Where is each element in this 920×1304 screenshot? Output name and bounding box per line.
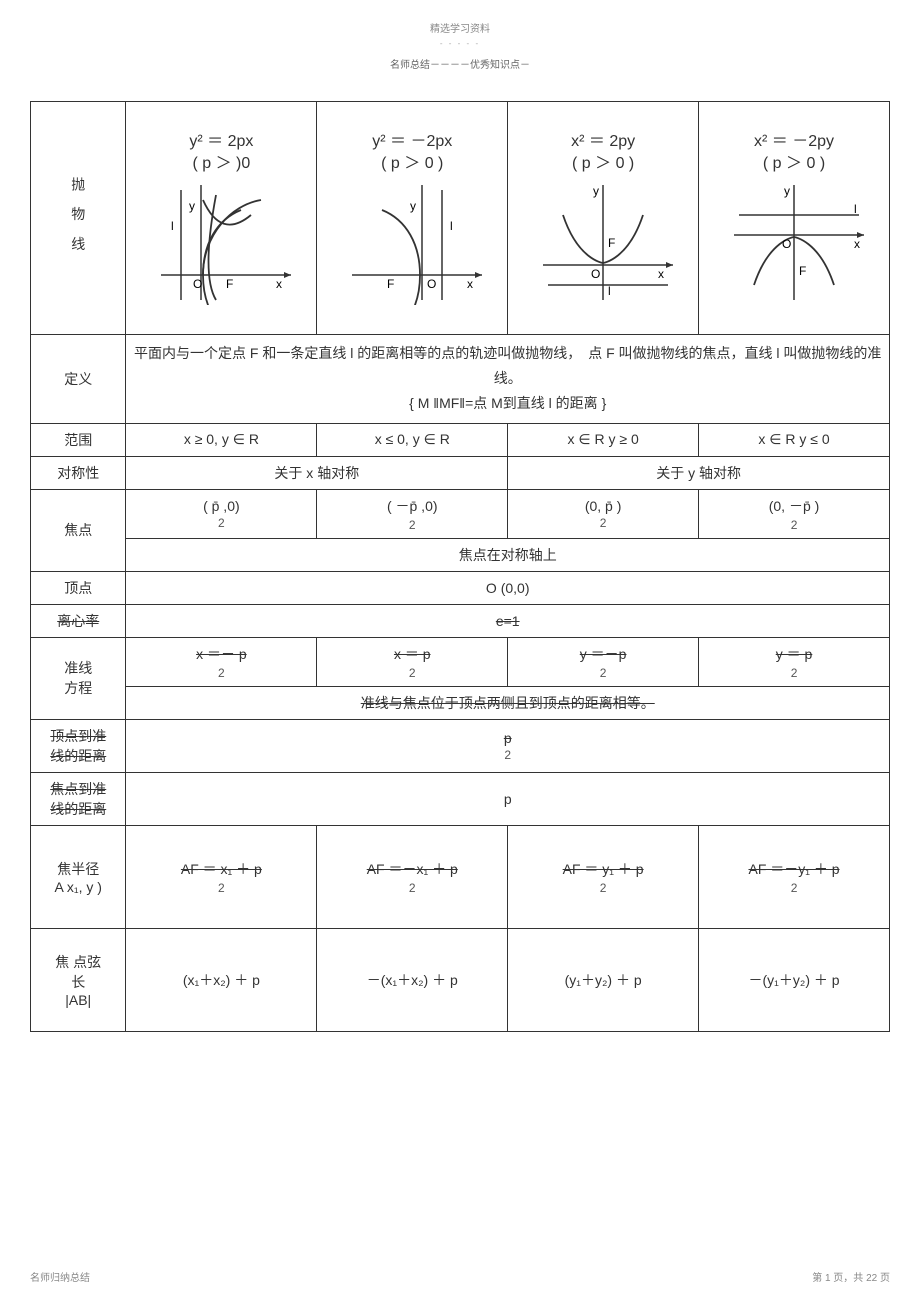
diagram-3: l y O F x — [512, 175, 694, 305]
equation-3: x² ＝ 2py — [512, 131, 694, 153]
svg-text:l: l — [450, 219, 453, 233]
row-label-eccentricity: 离心率 — [31, 604, 126, 637]
row-label-focal-chord: 焦 点弦 长 |AB| — [31, 928, 126, 1031]
row-label-directrix: 准线 方程 — [31, 637, 126, 719]
symmetry-x: 关于 x 轴对称 — [126, 456, 508, 489]
eq-cell-2: y² ＝ －2px ( p ＞ 0 ) l y O F x — [317, 102, 508, 335]
range-2: x ≤ 0, y ∈ R — [317, 423, 508, 456]
header-dots: - - - - - — [30, 39, 890, 48]
svg-text:x: x — [854, 237, 860, 251]
svg-text:x: x — [658, 267, 664, 281]
vertex-value: O (0,0) — [126, 571, 890, 604]
svg-text:O: O — [427, 277, 436, 291]
eccentricity-value: e=1 — [126, 604, 890, 637]
focus-dist-value: p — [126, 772, 890, 825]
svg-text:x: x — [467, 277, 473, 291]
focus-1: ( p̄ ,0)2 — [126, 489, 317, 538]
header-subtitle: 名师总结－－－－优秀知识点－ — [30, 56, 890, 71]
parabola-table: 抛 物 线 y² ＝ 2px ( p ＞ )0 — [30, 101, 890, 1032]
svg-text:l: l — [854, 202, 857, 216]
footer-left: 名师归纳总结 — [30, 1269, 90, 1284]
svg-text:F: F — [387, 277, 394, 291]
eq-cell-4: x² ＝ －2py ( p ＞ 0 ) l y O F x — [699, 102, 890, 335]
range-4: x ∈ R y ≤ 0 — [699, 423, 890, 456]
focus-2: ( －p̄ ,0)2 — [317, 489, 508, 538]
equation-1: y² ＝ 2px — [130, 131, 312, 153]
svg-text:l: l — [171, 219, 174, 233]
definition-text-2: { M ‖MF‖=点 M到直线 l 的距离 } — [130, 391, 885, 416]
range-3: x ∈ R y ≥ 0 — [508, 423, 699, 456]
row-label-focal-radius: 焦半径 A x₁, y ) — [31, 825, 126, 928]
focus-note: 焦点在对称轴上 — [126, 538, 890, 571]
equation-2-cond: ( p ＞ 0 ) — [321, 153, 503, 175]
focal-chord-4: －(y₁＋y₂) ＋ p — [699, 928, 890, 1031]
equation-4-cond: ( p ＞ 0 ) — [703, 153, 885, 175]
svg-text:F: F — [226, 277, 233, 291]
equation-3-cond: ( p ＞ 0 ) — [512, 153, 694, 175]
directrix-4: y ＝ p2 — [699, 637, 890, 686]
svg-text:l: l — [608, 284, 611, 298]
header-title: 精选学习资料 — [30, 20, 890, 35]
row-label-focus: 焦点 — [31, 489, 126, 571]
focus-4: (0, －p̄ )2 — [699, 489, 890, 538]
directrix-1: x ＝－ p2 — [126, 637, 317, 686]
svg-text:y: y — [189, 199, 195, 213]
focal-chord-1: (x₁＋x₂) ＋ p — [126, 928, 317, 1031]
svg-text:F: F — [608, 236, 615, 250]
row-label-symmetry: 对称性 — [31, 456, 126, 489]
svg-text:y: y — [410, 199, 416, 213]
svg-text:x: x — [276, 277, 282, 291]
equation-4: x² ＝ －2py — [703, 131, 885, 153]
row-label-vertex-dist: 顶点到准 线的距离 — [31, 719, 126, 772]
diagram-2: l y O F x — [321, 175, 503, 305]
svg-text:F: F — [799, 264, 806, 278]
directrix-2: x ＝ p2 — [317, 637, 508, 686]
document-page: 精选学习资料 - - - - - 名师总结－－－－优秀知识点－ 抛 物 线 y²… — [0, 0, 920, 1304]
symmetry-y: 关于 y 轴对称 — [508, 456, 890, 489]
definition-text-1: 平面内与一个定点 F 和一条定直线 l 的距离相等的点的轨迹叫做抛物线， 点 F… — [130, 341, 885, 391]
eq-cell-1: y² ＝ 2px ( p ＞ )0 — [126, 102, 317, 335]
row-label-range: 范围 — [31, 423, 126, 456]
svg-text:O: O — [591, 267, 600, 281]
row-label-parabola: 抛 物 线 — [31, 102, 126, 335]
row-label-vertex: 顶点 — [31, 571, 126, 604]
focal-radius-4: AF ＝－y₁ ＋ p2 — [699, 825, 890, 928]
svg-text:O: O — [782, 237, 791, 251]
focal-chord-3: (y₁＋y₂) ＋ p — [508, 928, 699, 1031]
diagram-1: l y O F x — [130, 175, 312, 305]
row-label-definition: 定义 — [31, 335, 126, 424]
diagram-4: l y O F x — [703, 175, 885, 305]
focal-radius-3: AF ＝ y₁ ＋ p2 — [508, 825, 699, 928]
eq-cell-3: x² ＝ 2py ( p ＞ 0 ) l y O F x — [508, 102, 699, 335]
svg-text:y: y — [784, 184, 790, 198]
focal-radius-2: AF ＝－x₁ ＋ p2 — [317, 825, 508, 928]
equation-1-cond: ( p ＞ )0 — [130, 153, 312, 175]
definition-cell: 平面内与一个定点 F 和一条定直线 l 的距离相等的点的轨迹叫做抛物线， 点 F… — [126, 335, 890, 424]
equation-2: y² ＝ －2px — [321, 131, 503, 153]
range-1: x ≥ 0, y ∈ R — [126, 423, 317, 456]
directrix-note: 准线与焦点位于顶点两侧且到顶点的距离相等。 — [126, 686, 890, 719]
vertex-dist-value: p2 — [126, 719, 890, 772]
row-label-focus-dist: 焦点到准 线的距离 — [31, 772, 126, 825]
footer-right: 第 1 页，共 22 页 — [812, 1269, 890, 1284]
focal-radius-1: AF ＝ x₁ ＋ p2 — [126, 825, 317, 928]
svg-text:y: y — [593, 184, 599, 198]
svg-text:O: O — [193, 277, 202, 291]
focus-3: (0, p̄ )2 — [508, 489, 699, 538]
focal-chord-2: －(x₁＋x₂) ＋ p — [317, 928, 508, 1031]
directrix-3: y ＝－p2 — [508, 637, 699, 686]
